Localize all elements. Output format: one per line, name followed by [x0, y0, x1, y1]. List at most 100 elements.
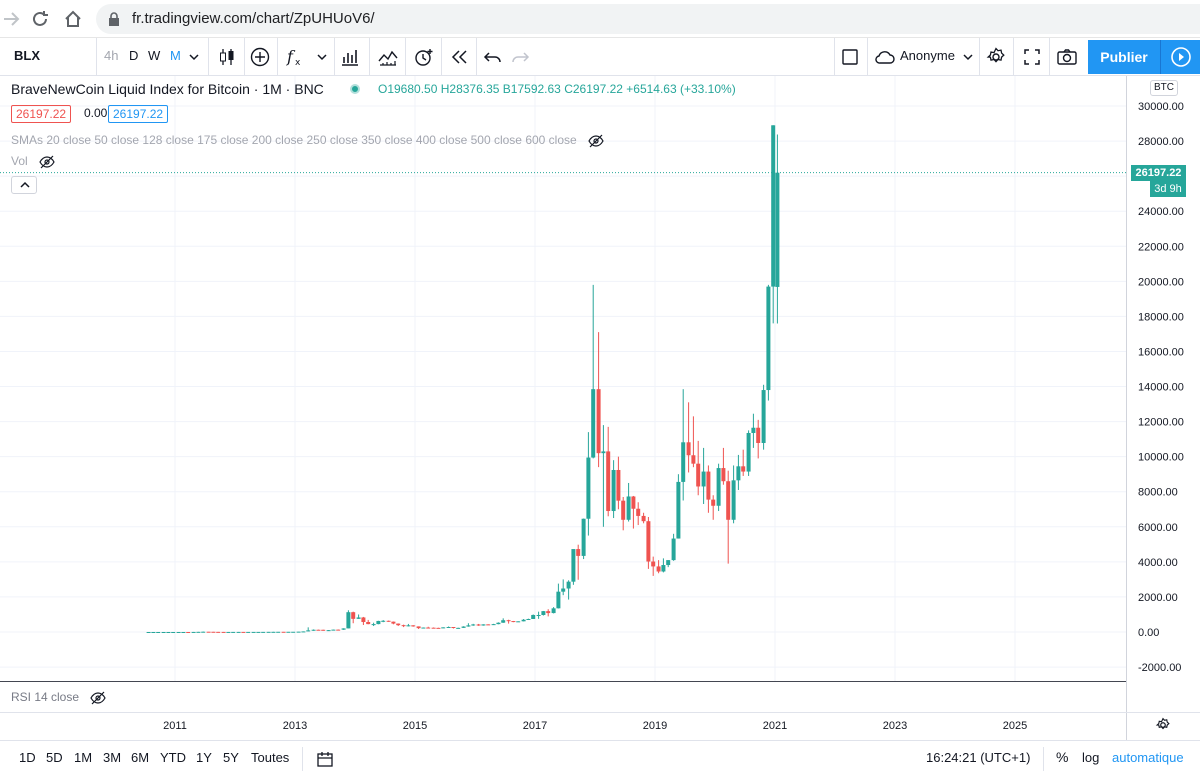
svg-text:x: x [295, 58, 301, 68]
range-1m[interactable]: 1M [74, 750, 93, 765]
interval-d[interactable]: D [129, 48, 139, 63]
price-tick-label: 6000.00 [1138, 522, 1178, 534]
time-tick-label: 2019 [643, 720, 667, 732]
symbol-search[interactable]: BLX [14, 48, 40, 63]
home-icon[interactable] [62, 8, 84, 30]
candle-body [536, 614, 541, 616]
candle-body [556, 591, 561, 609]
time-tick-label: 2011 [163, 720, 187, 732]
range-1d[interactable]: 1D [19, 750, 36, 765]
financials-icon[interactable] [338, 45, 362, 69]
market-status-icon[interactable] [350, 84, 360, 94]
scale-settings-gear-icon[interactable] [1154, 716, 1172, 734]
settings-gear-icon[interactable] [984, 45, 1008, 69]
time-tick-label: 2015 [403, 720, 427, 732]
candle-body [421, 627, 426, 629]
legend-change: +6514.63 (+33.10%) [626, 82, 736, 96]
last-price-label: 26197.22 [1131, 165, 1186, 181]
study-rsi-label: RSI 14 close [11, 690, 80, 704]
range-5y[interactable]: 5Y [223, 750, 239, 765]
candle-body [726, 481, 731, 520]
time-tick-label: 2017 [523, 720, 547, 732]
eye-hidden-icon[interactable] [588, 134, 604, 148]
candle-body [561, 588, 566, 592]
price-tick-label: 8000.00 [1138, 487, 1178, 499]
currency-badge[interactable]: BTC [1150, 80, 1178, 96]
log-scale-toggle[interactable]: log [1082, 750, 1100, 765]
buy-price[interactable]: 26197.22 [108, 105, 169, 123]
eye-hidden-icon[interactable] [39, 155, 55, 169]
candle-body [146, 631, 151, 633]
redo-icon[interactable] [508, 45, 532, 69]
candle-body [616, 469, 621, 501]
forward-arrow-icon[interactable] [0, 8, 22, 30]
study-smas[interactable]: SMAs 20 close 50 close 128 close 175 clo… [11, 133, 604, 148]
price-tick-label: 20000.00 [1138, 276, 1184, 288]
chevron-down-icon[interactable] [186, 49, 202, 65]
calendar-goto-icon[interactable] [316, 750, 334, 768]
range-all[interactable]: Toutes [251, 750, 290, 765]
candles-type-icon[interactable] [215, 45, 239, 69]
candle-body [596, 389, 601, 454]
candle-body [436, 627, 441, 629]
divider [1049, 38, 1050, 76]
alert-clock-icon[interactable] [412, 45, 436, 69]
address-bar[interactable]: fr.tradingview.com/chart/ZpUHUoV6/ [96, 4, 1200, 34]
lock-icon [109, 12, 119, 26]
percent-scale-toggle[interactable]: % [1056, 749, 1069, 765]
candle-body [756, 427, 761, 443]
study-rsi[interactable]: RSI 14 close [11, 690, 107, 705]
collapse-legend-button[interactable] [11, 176, 37, 194]
layout-name[interactable]: Anonyme [900, 48, 955, 63]
divider [867, 38, 868, 76]
legend-high: H28376.35 [440, 82, 500, 96]
select-square-icon[interactable] [838, 45, 862, 69]
fullscreen-icon[interactable] [1020, 45, 1044, 69]
range-1y[interactable]: 1Y [196, 750, 212, 765]
candle-body [606, 451, 611, 512]
camera-icon[interactable] [1055, 45, 1079, 69]
interval-4h[interactable]: 4h [104, 48, 119, 63]
candle-body [696, 463, 701, 487]
interval-w[interactable]: W [148, 48, 161, 63]
candle-body [761, 390, 766, 443]
chevron-down-icon[interactable] [314, 49, 330, 65]
legend-low: B17592.63 [502, 82, 561, 96]
price-tick-label: 18000.00 [1138, 311, 1184, 323]
reload-icon[interactable] [29, 8, 51, 30]
range-6m[interactable]: 6M [131, 750, 150, 765]
candle-body [386, 620, 391, 622]
candle-body [591, 389, 596, 458]
pane-separator[interactable] [0, 681, 1126, 682]
range-3m[interactable]: 3M [103, 750, 122, 765]
candle-body [496, 622, 501, 625]
compare-add-icon[interactable] [248, 45, 272, 69]
candle-body [661, 565, 666, 572]
eye-hidden-icon[interactable] [90, 691, 107, 705]
undo-icon[interactable] [481, 45, 505, 69]
replay-icon[interactable] [447, 45, 471, 69]
templates-icon[interactable] [376, 45, 400, 69]
range-ytd[interactable]: YTD [160, 750, 186, 765]
legend-symbol-title[interactable]: BraveNewCoin Liquid Index for Bitcoin · … [11, 81, 324, 97]
clock-timezone[interactable]: 16:24:21 (UTC+1) [926, 750, 1031, 765]
study-volume[interactable]: Vol [11, 154, 55, 169]
interval-m[interactable]: M [170, 48, 181, 63]
range-5d[interactable]: 5D [46, 750, 63, 765]
candle-body [156, 631, 161, 633]
publish-button[interactable]: Publier [1088, 40, 1160, 74]
chevron-down-icon[interactable] [960, 49, 976, 65]
cloud-icon[interactable] [873, 45, 897, 69]
spread-value: 0.00 [84, 106, 108, 120]
candle-body [366, 622, 371, 625]
publish-play-button[interactable] [1160, 40, 1200, 74]
price-tick-label: 22000.00 [1138, 241, 1184, 253]
price-chart[interactable]: 30000.0028000.0026000.0024000.0022000.00… [0, 76, 1200, 740]
candle-body [316, 629, 321, 631]
sell-price[interactable]: 26197.22 [11, 105, 72, 123]
auto-scale-toggle[interactable]: automatique [1112, 750, 1184, 765]
candle-body [396, 623, 401, 626]
time-tick-label: 2013 [283, 720, 307, 732]
time-axis-border [0, 712, 1200, 713]
